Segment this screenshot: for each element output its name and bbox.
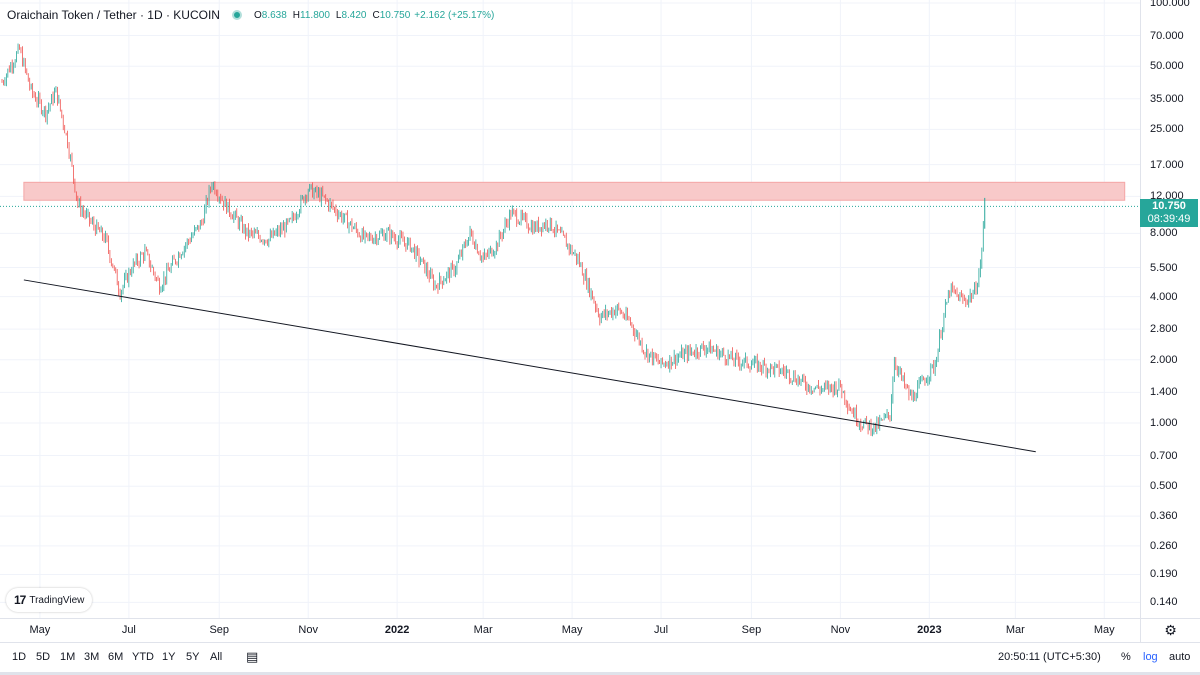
low-label: L xyxy=(335,9,342,21)
price-tick-label: 70.000 xyxy=(1150,29,1184,42)
chart-plot-area[interactable] xyxy=(0,0,1140,618)
time-tick-label: Jul xyxy=(654,624,669,636)
close-label: C xyxy=(372,9,380,21)
range-button-5d[interactable]: 5D xyxy=(36,651,51,663)
time-tick-label: Nov xyxy=(830,624,851,636)
time-tick-label: Mar xyxy=(473,624,493,636)
tradingview-watermark[interactable]: 17 TradingView xyxy=(6,588,93,612)
watermark-text: TradingView xyxy=(29,594,85,606)
high-label: H xyxy=(292,9,301,21)
resistance-zone xyxy=(23,181,1126,201)
auto-toggle[interactable]: auto xyxy=(1169,651,1191,663)
time-tick-label: Nov xyxy=(298,624,318,636)
open-label: O xyxy=(253,9,262,21)
candles xyxy=(1,43,986,437)
symbol-title[interactable]: Oraichain Token / Tether · 1D · KUCOIN xyxy=(7,8,220,22)
time-tick-label: 2023 xyxy=(917,624,942,636)
price-tick-label: 1.000 xyxy=(1150,417,1178,429)
range-button-1d[interactable]: 1D xyxy=(12,651,27,663)
change-value: +2.162 (+25.17%) xyxy=(414,9,495,21)
range-button-1m[interactable]: 1M xyxy=(60,651,76,663)
price-tick-label: 4.000 xyxy=(1150,290,1178,303)
time-tick-label: Jul xyxy=(121,624,136,636)
price-tick-label: 0.260 xyxy=(1150,539,1178,552)
last-price-label: 10.750 08:39:49 xyxy=(1140,199,1198,227)
price-tick-label: 8.000 xyxy=(1150,227,1178,240)
price-tick-label: 0.140 xyxy=(1150,596,1178,609)
gear-icon: ⚙ xyxy=(1164,622,1177,638)
price-tick-label: 25.000 xyxy=(1150,123,1184,136)
price-tick-label: 100.000 xyxy=(1150,0,1190,9)
log-toggle[interactable]: log xyxy=(1143,651,1158,663)
price-tick-label: 0.360 xyxy=(1150,510,1178,523)
time-tick-label: 2022 xyxy=(384,624,410,636)
open-value: 8.638 xyxy=(261,9,287,21)
time-tick-label: May xyxy=(1093,624,1115,636)
percent-toggle[interactable]: % xyxy=(1121,651,1131,663)
tradingview-logo-icon: 17 xyxy=(14,593,26,607)
price-tick-label: 5.500 xyxy=(1150,261,1178,274)
time-tick-label: Mar xyxy=(1005,624,1025,636)
price-tick-label: 2.800 xyxy=(1150,323,1178,336)
symbol-legend: Oraichain Token / Tether · 1D · KUCOIN O… xyxy=(7,8,494,22)
last-price-value: 10.750 xyxy=(1152,200,1186,212)
range-button-5y[interactable]: 5Y xyxy=(186,651,200,663)
price-tick-label: 17.000 xyxy=(1150,158,1184,171)
price-axis[interactable]: 100.000 70.000 50.000 35.000 25.000 17.000 12.… xyxy=(1140,0,1200,618)
bottom-toolbar: 1D 5D 1M 3M 6M YTD 1Y 5Y All ▤ 20:50:11 (UTC+5:3… xyxy=(0,642,1200,672)
price-tick-label: 0.500 xyxy=(1150,480,1178,493)
time-axis[interactable]: May Jul Sep Nov 2022 Mar May Jul Sep Nov 2023 Mar Ma… xyxy=(0,618,1140,642)
bar-countdown: 08:39:49 xyxy=(1147,213,1191,225)
support-trendline[interactable] xyxy=(23,279,1036,453)
clock-display[interactable]: 20:50:11 (UTC+5:30) xyxy=(998,651,1101,663)
range-button-all[interactable]: All xyxy=(210,651,223,663)
time-tick-label: May xyxy=(561,624,583,636)
price-tick-label: 50.000 xyxy=(1150,60,1184,73)
bottom-border xyxy=(0,672,1200,675)
range-button-ytd[interactable]: YTD xyxy=(132,651,154,663)
range-button-3m[interactable]: 3M xyxy=(84,651,100,663)
price-tick-label: 0.700 xyxy=(1150,449,1178,462)
time-tick-label: Sep xyxy=(209,624,230,636)
chart-settings-button[interactable]: ⚙ xyxy=(1140,618,1200,642)
time-tick-label: Sep xyxy=(741,624,762,636)
price-tick-label: 1.400 xyxy=(1150,386,1178,399)
high-value: 11.800 xyxy=(300,9,330,21)
date-range-icon[interactable]: ▤ xyxy=(246,649,259,664)
price-tick-label: 0.190 xyxy=(1150,568,1178,581)
market-status-icon xyxy=(231,10,242,20)
close-value: 10.750 xyxy=(379,9,411,21)
time-tick-label: May xyxy=(29,624,51,636)
grid-lines xyxy=(0,0,1140,618)
range-button-1y[interactable]: 1Y xyxy=(162,651,176,663)
low-value: 8.420 xyxy=(341,9,367,21)
range-button-6m[interactable]: 6M xyxy=(108,651,124,663)
price-tick-label: 35.000 xyxy=(1150,92,1184,105)
price-tick-label: 2.000 xyxy=(1150,353,1178,366)
